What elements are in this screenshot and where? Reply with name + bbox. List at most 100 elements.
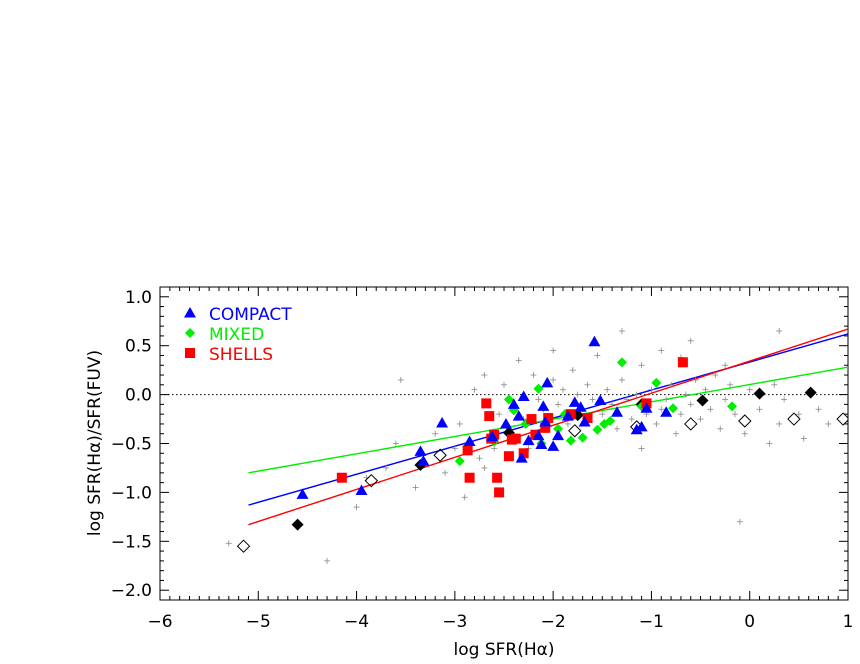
data-point — [584, 381, 591, 388]
data-point — [417, 455, 430, 466]
data-point — [722, 362, 729, 369]
data-point — [364, 473, 379, 488]
data-point — [499, 417, 512, 429]
data-point — [825, 420, 832, 427]
data-point — [787, 412, 801, 426]
data-point — [535, 396, 542, 403]
axis-tick-labels: −6 −5 −4 −3 −2 −1 0 1 −2.0 −1.5 −1.0 −0.5 0.0 0.5 1.0 — [111, 288, 854, 632]
data-point — [537, 400, 550, 411]
data-point — [486, 430, 499, 442]
y-tick-label: −0.5 — [111, 435, 152, 455]
data-point — [533, 383, 544, 394]
data-point — [569, 367, 576, 374]
data-point — [741, 430, 748, 437]
data-point — [503, 451, 514, 462]
data-point — [541, 376, 554, 388]
data-point — [568, 424, 582, 438]
data-point — [225, 540, 232, 547]
data-point — [463, 435, 476, 447]
data-point — [565, 435, 576, 446]
data-point — [640, 402, 653, 413]
data-point — [383, 464, 390, 471]
data-point — [638, 362, 645, 369]
data-point — [658, 406, 665, 413]
data-point — [727, 401, 738, 412]
data-point — [623, 396, 630, 403]
data-point — [481, 464, 488, 471]
data-point — [432, 430, 439, 437]
data-point — [614, 425, 621, 432]
data-point — [668, 381, 675, 388]
data-point — [464, 472, 475, 483]
data-point — [503, 394, 514, 405]
data-point — [771, 381, 778, 388]
data-point — [677, 411, 684, 418]
data-point — [776, 420, 783, 427]
data-point — [512, 410, 525, 421]
data-point — [564, 420, 571, 427]
data-point — [651, 377, 662, 388]
data-point — [578, 415, 591, 427]
data-point — [518, 448, 529, 459]
data-point — [414, 445, 427, 456]
data-point — [476, 455, 483, 462]
data-point — [565, 409, 576, 420]
data-point — [611, 406, 624, 417]
data-point — [461, 494, 468, 501]
data-point — [526, 414, 537, 425]
data-point — [684, 417, 698, 431]
data-point — [682, 391, 689, 398]
data-point — [550, 376, 557, 383]
data-point — [731, 411, 738, 418]
data-point — [588, 335, 601, 347]
data-point — [633, 391, 640, 398]
y-axis-label: log SFR(Hα)/SFR(FUV) — [85, 350, 105, 536]
data-point — [618, 376, 625, 383]
data-point — [753, 387, 766, 400]
data-point — [494, 487, 505, 498]
data-point — [561, 410, 574, 421]
data-point — [697, 416, 704, 423]
data-point — [515, 452, 528, 463]
data-point — [501, 381, 507, 388]
data-point — [397, 376, 404, 383]
data-point — [517, 390, 530, 402]
data-point — [736, 518, 743, 525]
data-point — [502, 426, 515, 439]
data-point — [433, 448, 447, 462]
data-point — [630, 423, 643, 435]
data-point — [540, 422, 551, 433]
data-point — [663, 396, 670, 403]
y-tick-label: −1.0 — [111, 483, 152, 503]
y-tick-label: 0.5 — [125, 337, 152, 357]
data-point — [599, 411, 606, 418]
data-point — [515, 357, 522, 364]
data-point — [484, 411, 495, 422]
y-tick-label: −2.0 — [111, 581, 152, 601]
data-point — [687, 401, 694, 408]
data-point — [530, 429, 541, 440]
data-point — [553, 423, 564, 434]
data-point — [648, 386, 655, 393]
data-point — [635, 420, 648, 432]
data-point — [353, 504, 360, 511]
data-point — [594, 352, 601, 359]
data-point — [604, 386, 611, 393]
data-point — [530, 372, 537, 379]
legend-marker — [185, 348, 195, 358]
data-point — [638, 445, 645, 452]
data-point — [539, 415, 552, 427]
data-point — [727, 381, 734, 388]
data-point — [702, 386, 709, 393]
data-point — [492, 472, 503, 483]
x-axis-label: log SFR(Hα) — [454, 640, 555, 660]
data-point — [559, 386, 566, 393]
data-point — [804, 386, 817, 399]
data-point — [547, 440, 560, 451]
data-point — [471, 386, 478, 393]
data-point — [746, 386, 753, 393]
data-point — [815, 406, 822, 413]
data-point — [574, 401, 587, 412]
y-tick-label: 1.0 — [125, 288, 152, 308]
